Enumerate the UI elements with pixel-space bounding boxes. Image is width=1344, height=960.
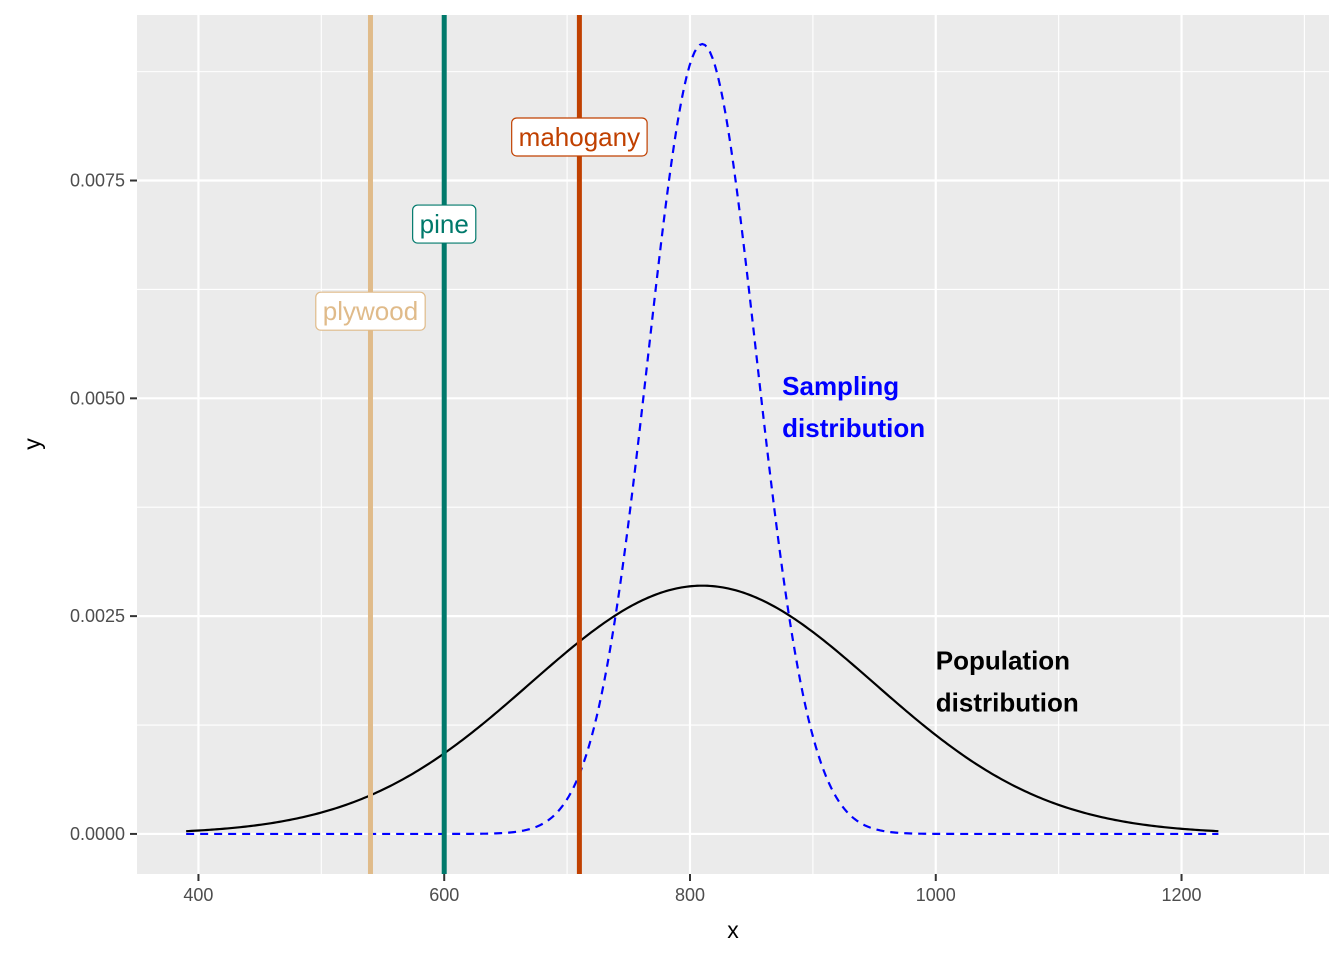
x-tick-label: 800 <box>675 885 705 905</box>
vline-label-box <box>511 117 648 157</box>
vline-label-box <box>412 204 477 244</box>
x-tick-label: 400 <box>183 885 213 905</box>
y-tick-label: 0.0050 <box>70 388 125 408</box>
reference-lines: plywood pine mahogany <box>315 15 648 874</box>
population-curve <box>186 584 1219 833</box>
y-axis-title: y <box>19 438 45 450</box>
vline-label: mahogany <box>519 122 640 152</box>
vline-label: plywood <box>323 296 418 326</box>
population-label-line: distribution <box>936 687 1079 717</box>
reference-line-mahogany: mahogany <box>511 15 648 874</box>
y-axis: 0.0000 0.0025 0.0050 0.0075 <box>70 171 137 844</box>
x-axis-title: x <box>727 917 739 943</box>
reference-line-pine: pine <box>412 15 477 874</box>
population-label-line: Population <box>936 645 1070 675</box>
curves <box>186 42 1219 836</box>
y-tick-label: 0.0025 <box>70 606 125 626</box>
sampling-curve <box>186 42 1219 836</box>
x-axis: 400 600 800 1000 1200 <box>183 874 1202 905</box>
x-tick-label: 600 <box>429 885 459 905</box>
sampling-label-line: Sampling <box>782 371 899 401</box>
reference-line-plywood: plywood <box>315 15 426 874</box>
y-tick-label: 0.0000 <box>70 824 125 844</box>
vline-label: pine <box>420 209 469 239</box>
x-tick-label: 1000 <box>916 885 956 905</box>
population-label: Population distribution <box>936 645 1079 717</box>
sampling-label: Sampling distribution <box>782 371 925 443</box>
curve-labels: Population distribution Sampling distributi… <box>782 371 1079 717</box>
grid-minor <box>137 15 1329 874</box>
vline-label-box <box>315 291 426 331</box>
x-tick-label: 1200 <box>1162 885 1202 905</box>
sampling-label-line: distribution <box>782 413 925 443</box>
y-tick-label: 0.0075 <box>70 171 125 191</box>
plot-panel <box>137 15 1329 874</box>
